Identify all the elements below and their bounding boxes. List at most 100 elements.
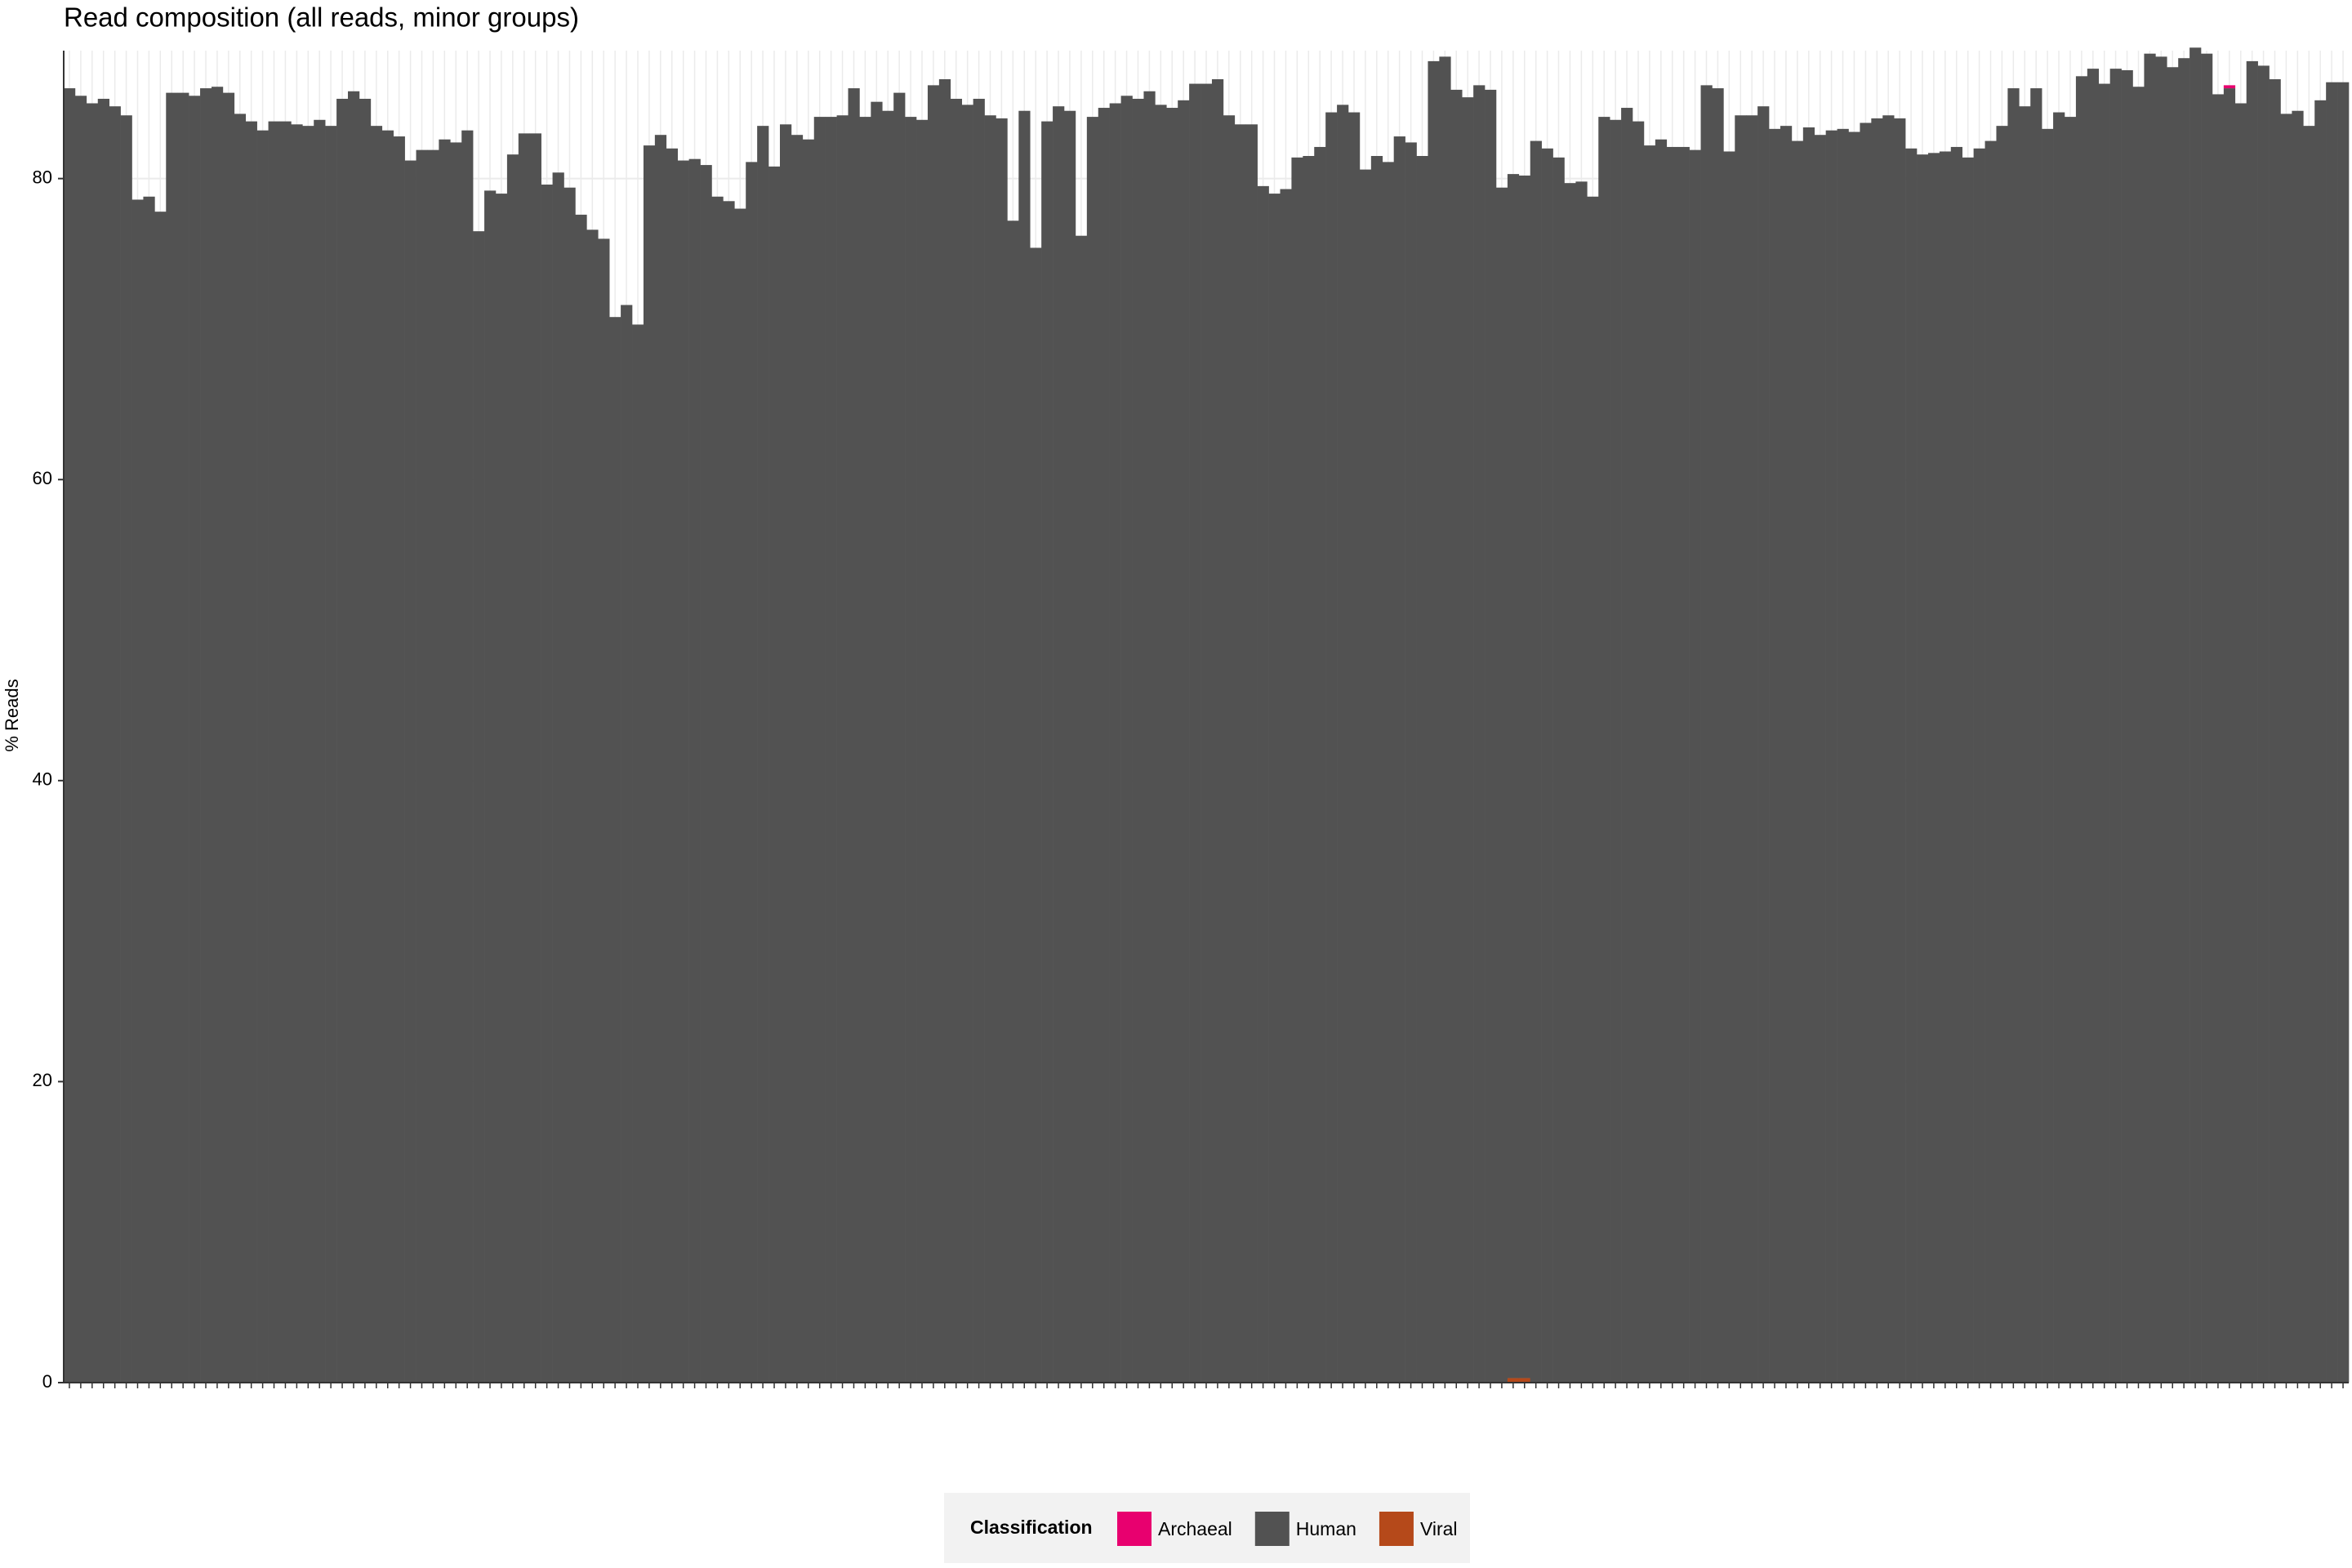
bar-segment bbox=[2132, 87, 2145, 1383]
bar-segment bbox=[189, 96, 201, 1383]
bar-segment bbox=[1860, 122, 1872, 1383]
bar-segment bbox=[131, 199, 144, 1383]
bar-segment bbox=[1030, 247, 1042, 1383]
bar-segment bbox=[1564, 183, 1576, 1383]
bar-segment bbox=[518, 133, 531, 1383]
bar-segment bbox=[2280, 114, 2292, 1383]
bar-segment bbox=[2019, 106, 2031, 1383]
bar-segment bbox=[621, 305, 633, 1383]
y-tick-label: 40 bbox=[33, 769, 52, 790]
y-tick-label: 0 bbox=[42, 1371, 52, 1392]
bar-segment bbox=[2326, 82, 2338, 1383]
bar-segment bbox=[1257, 185, 1269, 1383]
bar-segment bbox=[177, 92, 189, 1383]
bar-segment bbox=[791, 135, 804, 1383]
bar-segment bbox=[291, 124, 303, 1383]
bar-segment bbox=[1802, 127, 1815, 1383]
bar-segment bbox=[2201, 53, 2213, 1383]
bar-segment bbox=[1507, 174, 1520, 1379]
bar-segment bbox=[234, 114, 247, 1383]
bar-segment bbox=[450, 142, 462, 1383]
bar-segment bbox=[381, 130, 394, 1383]
bar-segment bbox=[2292, 110, 2304, 1383]
bar-segment bbox=[700, 165, 712, 1383]
bar-segment bbox=[1871, 118, 1883, 1383]
legend-swatch bbox=[1117, 1512, 1152, 1546]
bar-segment bbox=[2178, 58, 2190, 1383]
bar-segment bbox=[2007, 88, 2020, 1383]
bar-segment bbox=[1268, 194, 1281, 1383]
bar-segment bbox=[961, 105, 973, 1383]
bar-segment bbox=[848, 88, 860, 1383]
bar-segment bbox=[325, 126, 337, 1383]
bar-segment bbox=[2223, 85, 2236, 89]
bar-segment bbox=[2246, 60, 2258, 1383]
bar-segment bbox=[1120, 96, 1133, 1383]
bar-segment bbox=[1518, 175, 1531, 1379]
bar-segment bbox=[1234, 124, 1247, 1383]
bar-segment bbox=[1541, 148, 1553, 1383]
bar-segment bbox=[2144, 53, 2156, 1383]
bar-segment bbox=[938, 79, 951, 1383]
chart-title: Read composition (all reads, minor group… bbox=[64, 2, 579, 33]
bar-segment bbox=[2087, 69, 2100, 1383]
bar-segment bbox=[1109, 103, 1121, 1383]
bar-segment bbox=[154, 212, 167, 1383]
legend-swatch bbox=[1379, 1512, 1414, 1546]
bar-segment bbox=[1610, 119, 1622, 1383]
bar-segment bbox=[1007, 220, 1019, 1383]
bar-segment bbox=[1178, 100, 1190, 1383]
bar-segment bbox=[1780, 126, 1793, 1383]
bar-segment bbox=[143, 196, 155, 1383]
bar-segment bbox=[1848, 131, 1860, 1383]
bar-segment bbox=[1439, 56, 1451, 1383]
bar-segment bbox=[1973, 148, 1985, 1383]
bar-segment bbox=[1359, 169, 1372, 1383]
bar-segment bbox=[2155, 56, 2167, 1383]
bar-segment bbox=[74, 96, 87, 1383]
bar-segment bbox=[1666, 146, 1678, 1383]
bar-segment bbox=[552, 172, 564, 1383]
bar-segment bbox=[1677, 146, 1690, 1383]
y-tick-label: 20 bbox=[33, 1070, 52, 1090]
bar-segment bbox=[416, 149, 428, 1383]
legend-swatch bbox=[1254, 1512, 1290, 1546]
bar-segment bbox=[813, 117, 826, 1383]
bar-segment bbox=[1485, 89, 1497, 1383]
bar-segment bbox=[711, 196, 724, 1383]
bar-segment bbox=[1086, 117, 1099, 1383]
bar-segment bbox=[1633, 121, 1645, 1383]
y-tick-label: 60 bbox=[33, 468, 52, 488]
bar-segment bbox=[779, 124, 792, 1383]
bar-segment bbox=[768, 166, 781, 1383]
bar-segment bbox=[688, 158, 701, 1383]
bar-segment bbox=[1917, 154, 1929, 1383]
bar-segment bbox=[2212, 94, 2225, 1383]
bar-segment bbox=[1689, 149, 1701, 1383]
bar-segment bbox=[2167, 67, 2179, 1383]
bar-segment bbox=[654, 135, 667, 1383]
bar-segment bbox=[757, 126, 769, 1383]
bar-segment bbox=[1655, 139, 1668, 1383]
bar-segment bbox=[1939, 151, 1952, 1383]
bar-segment bbox=[302, 126, 314, 1383]
bar-segment bbox=[245, 121, 257, 1383]
bar-segment bbox=[1200, 83, 1213, 1383]
bar-segment bbox=[598, 238, 610, 1383]
bar-segment bbox=[871, 101, 883, 1383]
bar-segment bbox=[541, 185, 553, 1383]
bar-segment bbox=[1291, 157, 1303, 1383]
bar-segment bbox=[1405, 142, 1417, 1383]
bar-segment bbox=[973, 98, 985, 1383]
legend-label: Archaeal bbox=[1158, 1518, 1232, 1539]
bar-segment bbox=[2303, 126, 2315, 1383]
bar-segment bbox=[2042, 128, 2054, 1383]
y-axis-label: % Reads bbox=[2, 679, 22, 751]
bar-segment bbox=[1735, 115, 1747, 1383]
bar-segment bbox=[1428, 60, 1440, 1383]
bar-segment bbox=[1132, 98, 1144, 1383]
bar-segment bbox=[348, 91, 360, 1383]
legend-label: Human bbox=[1296, 1518, 1356, 1539]
bar-segment bbox=[916, 119, 929, 1383]
